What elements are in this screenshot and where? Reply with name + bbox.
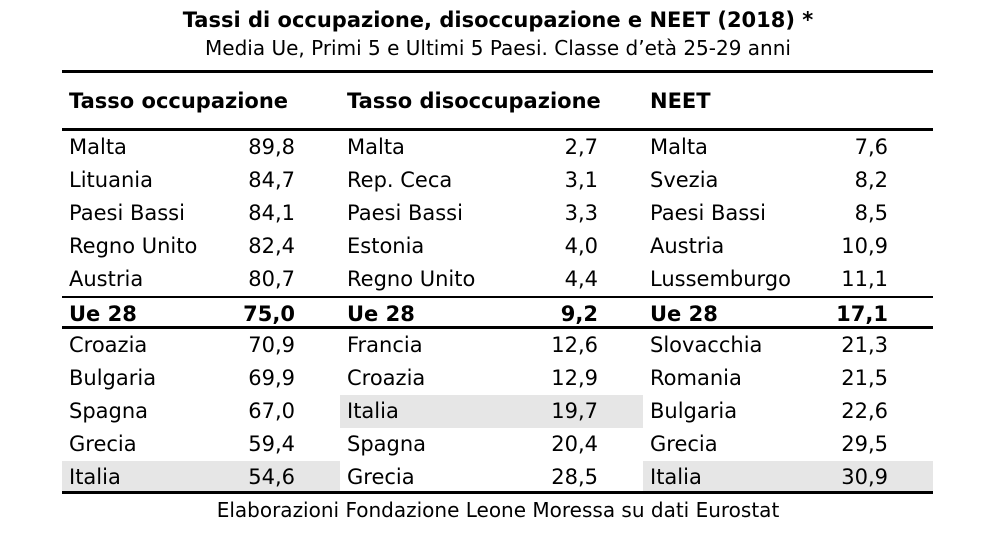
country-cell: Croazia (347, 366, 426, 390)
country-cell-italia-highlight: Italia (62, 461, 212, 494)
country-cell: Ue 28 (62, 296, 212, 329)
value-cell: 22,6 (841, 399, 888, 423)
column-header-tasso-occupazione: Tasso occupazione (62, 70, 340, 131)
value-cell: 82,4 (248, 234, 295, 258)
value-cell: 8,2 (854, 168, 888, 192)
value-cell: 7,6 (854, 135, 888, 159)
value-cell: 12,6 (551, 333, 598, 357)
country-cell: Bulgaria (69, 366, 157, 390)
country-cell: Svezia (650, 168, 719, 192)
value-cell: 20,4 (551, 432, 598, 456)
country-cell: Regno Unito (69, 234, 198, 258)
value-cell: 9,2 (500, 296, 643, 329)
value-cell: 84,1 (248, 201, 295, 225)
value-cell: 70,9 (248, 333, 295, 357)
value-cell: 12,9 (551, 366, 598, 390)
country-cell: Ue 28 (340, 296, 500, 329)
value-cell: 2,7 (564, 135, 598, 159)
value-cell: 29,5 (841, 432, 888, 456)
value-cell: 3,1 (564, 168, 598, 192)
country-cell: Malta (347, 135, 405, 159)
country-cell-italia-highlight: Italia (340, 395, 500, 428)
value-cell-italia-highlight: 54,6 (212, 461, 340, 494)
stats-table: Tasso occupazione Tasso disoccupazione N… (62, 70, 933, 494)
value-cell: 4,0 (564, 234, 598, 258)
country-cell-italia-highlight: Italia (643, 461, 798, 494)
country-cell: Paesi Bassi (69, 201, 185, 225)
country-cell: Lussemburgo (650, 267, 791, 291)
value-cell-italia-highlight: 19,7 (500, 395, 643, 428)
country-cell: Ue 28 (643, 296, 798, 329)
value-cell: 67,0 (248, 399, 295, 423)
value-cell-italia-highlight: 30,9 (798, 461, 933, 494)
value-cell: 89,8 (248, 135, 295, 159)
country-cell: Spagna (347, 432, 427, 456)
value-cell: 3,3 (564, 201, 598, 225)
country-cell: Malta (69, 135, 127, 159)
country-cell: Francia (347, 333, 423, 357)
value-cell: 8,5 (854, 201, 888, 225)
value-cell: 59,4 (248, 432, 295, 456)
value-cell: 69,9 (248, 366, 295, 390)
country-cell: Grecia (340, 461, 500, 494)
country-cell: Regno Unito (347, 267, 476, 291)
value-cell: 80,7 (248, 267, 295, 291)
value-cell: 21,3 (841, 333, 888, 357)
value-cell: 10,9 (841, 234, 888, 258)
column-header-tasso-disoccupazione: Tasso disoccupazione (340, 70, 643, 131)
value-cell: 28,5 (500, 461, 643, 494)
country-cell: Paesi Bassi (650, 201, 766, 225)
value-cell: 11,1 (841, 267, 888, 291)
column-header-neet: NEET (643, 70, 933, 131)
value-cell: 17,1 (798, 296, 933, 329)
country-cell: Croazia (69, 333, 148, 357)
value-cell: 21,5 (841, 366, 888, 390)
country-cell: Bulgaria (650, 399, 738, 423)
page-subtitle: Media Ue, Primi 5 e Ultimi 5 Paesi. Clas… (205, 36, 791, 60)
country-cell: Austria (650, 234, 725, 258)
value-cell: 75,0 (212, 296, 340, 329)
country-cell: Slovacchia (650, 333, 763, 357)
page-title: Tassi di occupazione, disoccupazione e N… (182, 8, 814, 32)
country-cell: Grecia (69, 432, 137, 456)
country-cell: Paesi Bassi (347, 201, 463, 225)
source-note: Elaborazioni Fondazione Leone Moressa su… (216, 498, 780, 522)
country-cell: Rep. Ceca (347, 168, 453, 192)
country-cell: Austria (69, 267, 144, 291)
country-cell: Romania (650, 366, 742, 390)
country-cell: Malta (650, 135, 708, 159)
country-cell: Estonia (347, 234, 425, 258)
value-cell: 84,7 (248, 168, 295, 192)
country-cell: Lituania (69, 168, 153, 192)
value-cell: 4,4 (564, 267, 598, 291)
country-cell: Grecia (650, 432, 718, 456)
country-cell: Spagna (69, 399, 149, 423)
